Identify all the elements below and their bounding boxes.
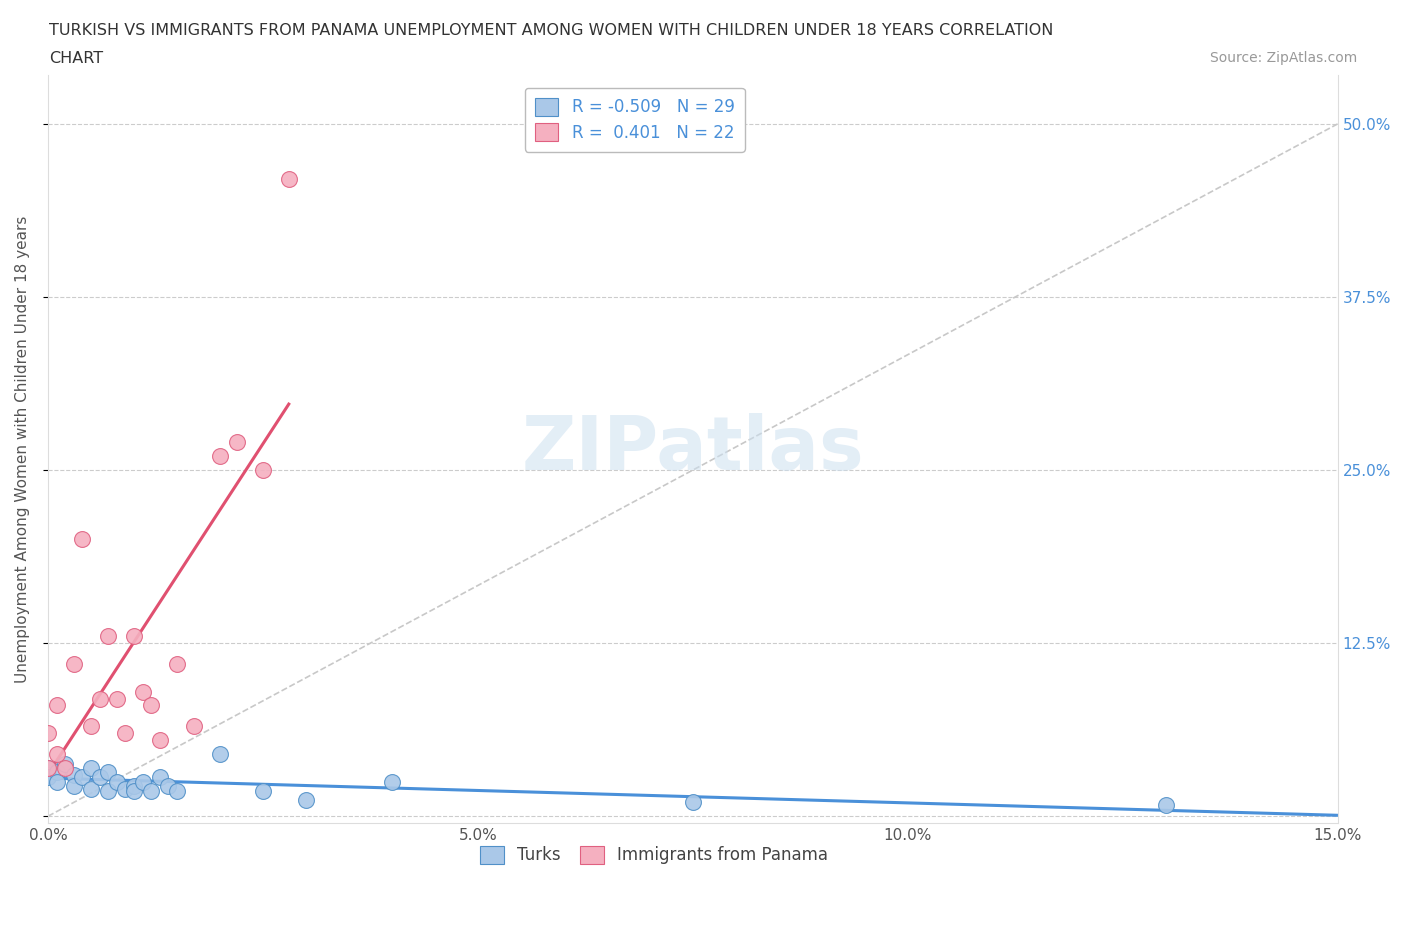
Point — [141, 698, 163, 713]
Point — [105, 691, 128, 706]
Point — [80, 719, 103, 734]
Point — [89, 691, 111, 706]
Point — [89, 770, 111, 785]
Point — [53, 756, 76, 771]
Point — [37, 761, 59, 776]
Point — [1154, 798, 1177, 813]
Point — [63, 657, 86, 671]
Point — [37, 767, 59, 782]
Y-axis label: Unemployment Among Women with Children Under 18 years: Unemployment Among Women with Children U… — [15, 216, 30, 683]
Point — [252, 462, 274, 477]
Text: TURKISH VS IMMIGRANTS FROM PANAMA UNEMPLOYMENT AMONG WOMEN WITH CHILDREN UNDER 1: TURKISH VS IMMIGRANTS FROM PANAMA UNEMPL… — [49, 23, 1053, 38]
Text: CHART: CHART — [49, 51, 103, 66]
Point — [277, 172, 299, 187]
Point — [105, 774, 128, 789]
Point — [149, 770, 172, 785]
Point — [166, 784, 188, 799]
Text: ZIPatlas: ZIPatlas — [522, 413, 865, 485]
Point — [63, 778, 86, 793]
Point — [80, 761, 103, 776]
Point — [131, 684, 153, 699]
Point — [72, 770, 94, 785]
Point — [37, 761, 59, 776]
Point — [114, 781, 136, 796]
Point — [122, 629, 145, 644]
Point — [208, 747, 231, 762]
Point — [141, 784, 163, 799]
Point — [226, 435, 249, 450]
Point — [183, 719, 205, 734]
Point — [682, 795, 704, 810]
Point — [45, 774, 67, 789]
Point — [208, 449, 231, 464]
Point — [122, 784, 145, 799]
Point — [72, 532, 94, 547]
Point — [114, 725, 136, 740]
Point — [45, 698, 67, 713]
Point — [149, 733, 172, 748]
Point — [45, 747, 67, 762]
Point — [131, 774, 153, 789]
Point — [157, 778, 180, 793]
Point — [381, 774, 404, 789]
Point — [80, 781, 103, 796]
Point — [252, 784, 274, 799]
Point — [37, 725, 59, 740]
Point — [122, 778, 145, 793]
Point — [37, 770, 59, 785]
Point — [45, 764, 67, 779]
Point — [97, 629, 120, 644]
Point — [166, 657, 188, 671]
Point — [97, 784, 120, 799]
Point — [295, 792, 318, 807]
Point — [53, 761, 76, 776]
Point — [97, 764, 120, 779]
Text: Source: ZipAtlas.com: Source: ZipAtlas.com — [1209, 51, 1357, 65]
Legend: Turks, Immigrants from Panama: Turks, Immigrants from Panama — [474, 839, 835, 870]
Point — [63, 767, 86, 782]
